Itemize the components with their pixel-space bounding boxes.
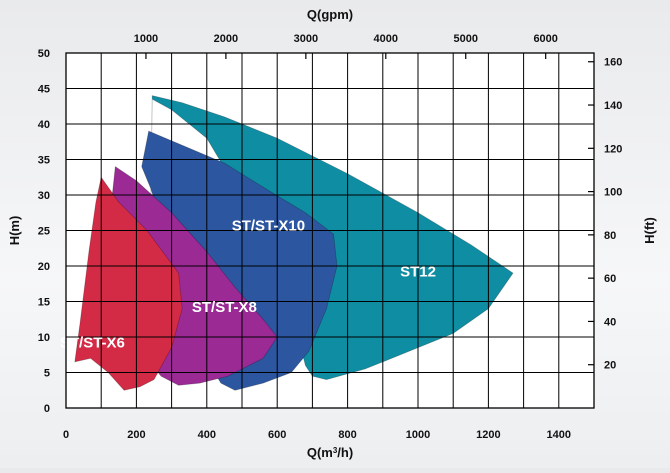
y-tick-label: 40 [38, 119, 50, 131]
top-tick-label: 4000 [374, 33, 398, 45]
plot-frame [65, 52, 595, 409]
top-tick-label: 2000 [214, 33, 238, 45]
y-tick-label: 5 [44, 368, 50, 380]
axis-layer: 0 200 400 600 800 1000 1200 1400 0 5 10 15 20 25 30 35 4… [7, 7, 657, 460]
x-axis-title: Q(m3/h) [307, 445, 353, 460]
y-tick-label: 0 [44, 403, 50, 415]
x-tick-label: 1000 [406, 429, 430, 441]
y-tick-label: 25 [38, 226, 50, 238]
x-tick-label: 0 [63, 429, 69, 441]
x-tick-label: 1400 [547, 429, 571, 441]
y-tick-label: 30 [38, 190, 50, 202]
x-tick-label: 200 [127, 429, 145, 441]
top-axis-title: Q(gpm) [307, 7, 353, 22]
y-tick-label: 45 [38, 84, 50, 96]
x-tick-label: 800 [338, 429, 356, 441]
y-tick-label: 35 [38, 155, 50, 167]
right-tick-label: 140 [604, 100, 622, 112]
y-tick-label: 20 [38, 261, 50, 273]
top-tick-label: 5000 [453, 33, 477, 45]
annotation-layer: ST/ST-X6 ST/ST-X8 ST/ST-X10 ST12 [60, 218, 436, 352]
right-tick-label: 160 [604, 57, 622, 69]
right-tick-label: 100 [604, 187, 622, 199]
right-tick-label: 120 [604, 143, 622, 155]
series-label: ST/ST-X6 [60, 335, 125, 352]
right-axis-title: H(ft) [642, 217, 657, 244]
top-tick-label: 1000 [134, 33, 158, 45]
right-tick-label: 60 [604, 273, 616, 285]
y-axis-title: H(m) [7, 216, 22, 246]
right-tick-label: 80 [604, 230, 616, 242]
grid-layer [66, 53, 594, 408]
x-tick-label: 1200 [476, 429, 500, 441]
top-tick-label: 6000 [533, 33, 557, 45]
y-tick-label: 15 [38, 297, 50, 309]
y-tick-label: 50 [38, 48, 50, 60]
series-label: ST/ST-X10 [232, 218, 305, 235]
series-label: ST12 [400, 264, 436, 281]
top-tick-label: 3000 [294, 33, 318, 45]
y-tick-label: 10 [38, 332, 50, 344]
x-tick-label: 400 [198, 429, 216, 441]
series-label: ST/ST-X8 [192, 299, 257, 316]
right-tick-label: 40 [604, 316, 616, 328]
right-tick-label: 20 [604, 360, 616, 372]
x-tick-label: 600 [268, 429, 286, 441]
